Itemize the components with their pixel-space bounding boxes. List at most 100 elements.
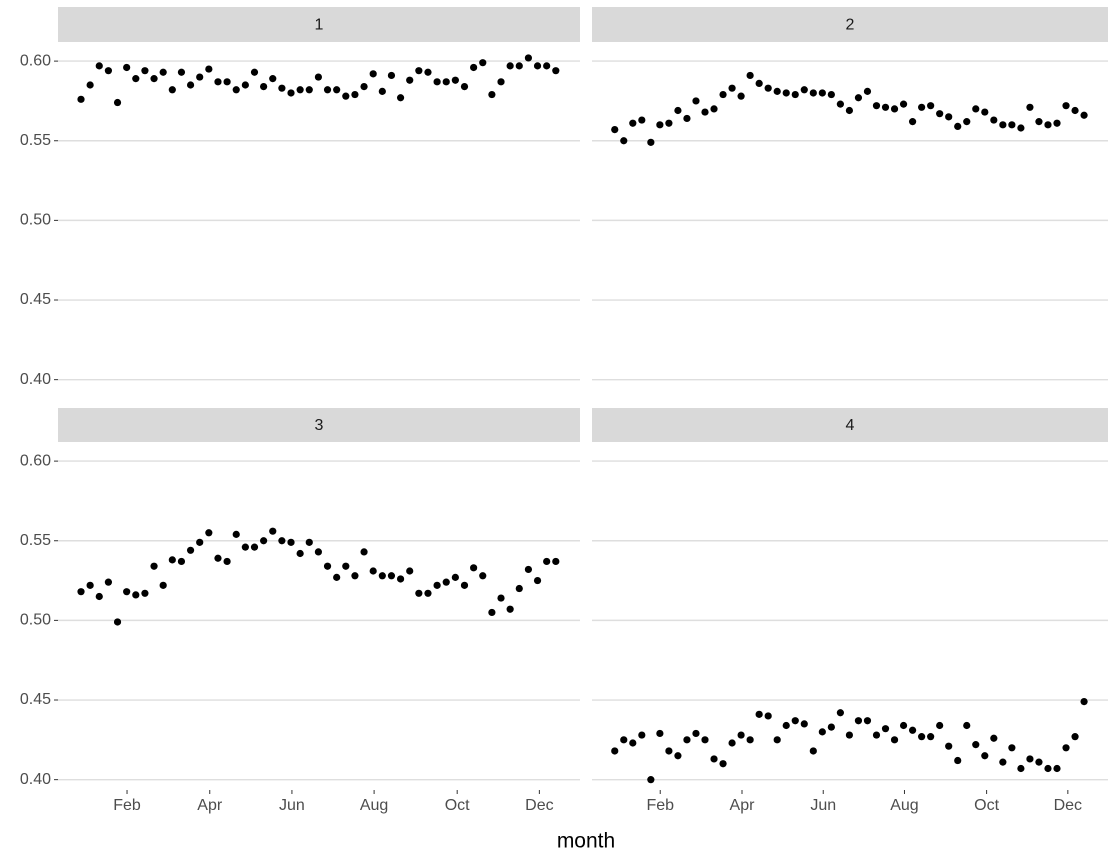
point xyxy=(1062,744,1070,752)
point xyxy=(533,576,542,585)
strip-label: 1 xyxy=(315,17,324,34)
point xyxy=(196,73,204,81)
point xyxy=(223,557,231,566)
point xyxy=(809,89,817,97)
point xyxy=(333,573,341,581)
point xyxy=(552,67,560,75)
point xyxy=(1026,103,1034,111)
point xyxy=(433,78,441,86)
point xyxy=(287,89,295,97)
point xyxy=(791,717,799,725)
point xyxy=(1026,755,1034,763)
point xyxy=(863,87,872,95)
y-tick-label: 0.50 xyxy=(20,212,51,229)
point xyxy=(123,63,131,72)
point xyxy=(95,592,103,601)
point xyxy=(470,564,478,572)
point xyxy=(533,62,542,70)
point xyxy=(710,105,718,113)
point xyxy=(77,588,85,596)
point xyxy=(620,736,628,744)
point xyxy=(872,731,881,739)
point xyxy=(132,75,140,83)
point xyxy=(990,734,998,742)
point xyxy=(963,721,971,730)
point xyxy=(611,125,619,134)
point xyxy=(269,75,277,83)
point xyxy=(692,729,700,738)
strip-label: 3 xyxy=(315,417,324,434)
point xyxy=(159,68,167,76)
point xyxy=(647,138,655,146)
y-tick-label: 0.60 xyxy=(20,52,51,69)
point xyxy=(86,581,94,589)
point xyxy=(647,776,655,784)
point xyxy=(506,62,514,70)
y-tick-label: 0.55 xyxy=(20,132,51,149)
point xyxy=(954,122,962,131)
point xyxy=(296,549,304,558)
point xyxy=(665,119,673,127)
point xyxy=(150,75,158,83)
point xyxy=(543,62,551,70)
point xyxy=(746,736,754,744)
point xyxy=(113,98,122,107)
point xyxy=(77,95,85,103)
point xyxy=(773,736,781,744)
point xyxy=(836,100,844,108)
point xyxy=(1071,106,1079,115)
point xyxy=(479,572,487,580)
point xyxy=(95,62,103,70)
point xyxy=(369,567,377,575)
point xyxy=(945,742,953,750)
point xyxy=(908,118,917,126)
point xyxy=(515,584,523,593)
point xyxy=(406,567,414,575)
point xyxy=(451,76,459,84)
point xyxy=(854,94,863,102)
point xyxy=(296,86,304,94)
point xyxy=(543,557,551,566)
point xyxy=(159,581,167,589)
point xyxy=(123,588,131,596)
point xyxy=(497,78,505,86)
point xyxy=(701,108,709,116)
point xyxy=(863,717,872,725)
point xyxy=(250,543,259,551)
point xyxy=(351,572,359,580)
point xyxy=(881,725,890,733)
point xyxy=(683,736,691,744)
point xyxy=(186,81,195,89)
point xyxy=(552,557,560,566)
point xyxy=(728,739,736,747)
point xyxy=(196,538,204,546)
point xyxy=(378,572,386,580)
point xyxy=(701,736,709,744)
point xyxy=(415,589,423,597)
point xyxy=(223,78,231,86)
point xyxy=(674,752,682,760)
point xyxy=(918,103,926,111)
point xyxy=(1062,102,1070,110)
point xyxy=(205,65,213,73)
point xyxy=(927,733,935,741)
point xyxy=(1044,121,1052,129)
point xyxy=(442,578,450,586)
point xyxy=(674,106,682,115)
point xyxy=(782,89,790,97)
point xyxy=(524,54,533,62)
point xyxy=(728,84,736,92)
point xyxy=(1017,124,1025,132)
point xyxy=(369,70,377,78)
point xyxy=(972,741,980,749)
x-tick-label: Apr xyxy=(730,797,756,814)
point xyxy=(963,118,971,126)
y-tick-label: 0.45 xyxy=(20,691,51,708)
point xyxy=(746,71,754,80)
point xyxy=(241,81,249,89)
x-tick-label: Dec xyxy=(1054,797,1082,814)
point xyxy=(809,747,817,755)
point xyxy=(470,63,478,72)
point xyxy=(415,67,423,75)
